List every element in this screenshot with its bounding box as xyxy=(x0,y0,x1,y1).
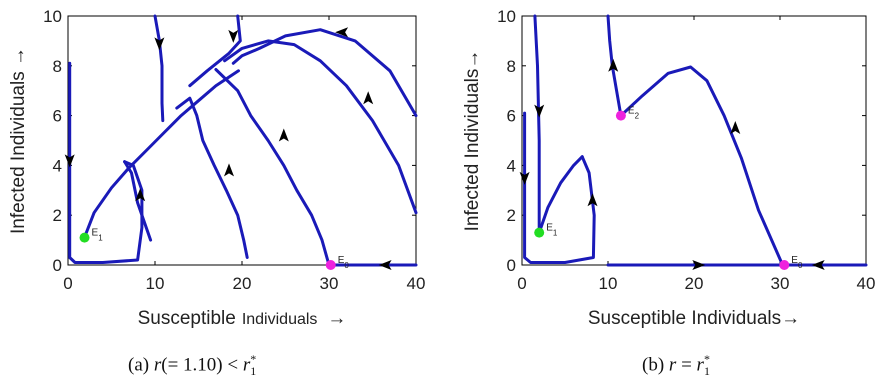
direction-arrow xyxy=(811,260,825,270)
equilibrium-point-E1 xyxy=(534,227,545,238)
direction-arrow xyxy=(224,163,234,177)
direction-arrow xyxy=(64,154,75,168)
x-tick-label: 10 xyxy=(146,274,165,293)
equilibrium-point-E0 xyxy=(325,260,336,270)
y-tick-label: 2 xyxy=(507,206,516,225)
trajectory-3 xyxy=(533,14,541,235)
x-axis-label-main: Susceptible Individuals→ xyxy=(588,308,800,329)
direction-arrow xyxy=(692,260,706,270)
caption-b-rhs-sup: * xyxy=(703,352,710,366)
direction-arrow xyxy=(730,121,741,134)
caption-a-mid: (= 1.10) < xyxy=(161,354,243,376)
direction-arrow xyxy=(363,91,374,105)
equilibrium-label-sub: 1 xyxy=(98,234,103,243)
caption-a-prefix: (a) xyxy=(128,354,154,376)
caption-a: (a) r(= 1.10) < r*1 xyxy=(128,352,256,379)
y-tick-label: 6 xyxy=(53,107,62,126)
direction-arrow xyxy=(534,104,545,118)
trajectory-2 xyxy=(537,155,584,235)
equilibrium-label: E0 xyxy=(338,255,350,270)
equilibrium-label: E1 xyxy=(546,223,558,238)
x-tick-label: 0 xyxy=(63,274,72,293)
direction-arrow xyxy=(335,27,349,38)
x-tick-label: 30 xyxy=(320,274,339,293)
equilibrium-label: E0 xyxy=(791,255,803,270)
caption-b-mid: = xyxy=(676,354,697,376)
trajectory-7 xyxy=(214,68,331,267)
trajectory-1 xyxy=(523,111,596,264)
y-tick-label: 6 xyxy=(507,107,516,126)
equilibrium-label-sub: 1 xyxy=(553,229,558,238)
direction-arrow xyxy=(278,128,289,142)
trajectory-4 xyxy=(188,14,242,88)
caption-a-rhs-sub: 1 xyxy=(250,364,257,379)
equilibrium-point-E0 xyxy=(779,260,790,270)
trajectory-3 xyxy=(153,14,165,123)
direction-arrow xyxy=(587,193,598,207)
y-tick-label: 2 xyxy=(53,206,62,225)
y-tick-label: 4 xyxy=(507,156,516,175)
caption-b-prefix: (b) xyxy=(642,354,669,376)
trajectory-9 xyxy=(231,28,418,118)
x-tick-label: 20 xyxy=(685,274,704,293)
direction-arrow xyxy=(228,29,239,43)
equilibrium-label: E2 xyxy=(628,106,640,121)
x-tick-label: 20 xyxy=(233,274,252,293)
plot-frame xyxy=(521,15,867,266)
direction-arrow xyxy=(154,37,165,51)
y-axis-label: Infected Individuals→ xyxy=(462,50,483,232)
x-axis-label: Susceptible Individuals → xyxy=(138,308,347,329)
x-axis-label-main: Susceptible xyxy=(138,308,236,329)
equilibrium-label: E1 xyxy=(92,228,104,243)
trajectory-8 xyxy=(223,39,418,215)
equilibrium-label-sub: 2 xyxy=(635,112,640,121)
equilibrium-point-E1 xyxy=(79,232,90,243)
x-axis-label-small: Individuals xyxy=(242,311,318,328)
y-tick-label: 8 xyxy=(53,57,62,76)
x-tick-label: 40 xyxy=(407,274,426,293)
y-axis-label: Infected Individuals → xyxy=(8,47,29,234)
trajectory-2 xyxy=(83,69,240,237)
x-tick-label: 0 xyxy=(517,274,526,293)
y-tick-label: 4 xyxy=(53,156,62,175)
x-tick-label: 40 xyxy=(857,274,876,293)
trajectory-5 xyxy=(123,160,153,242)
caption-a-rhs: r xyxy=(242,354,251,376)
caption-b-var: r xyxy=(668,354,677,376)
y-tick-label: 10 xyxy=(497,7,516,26)
caption-b-rhs-sub: 1 xyxy=(703,364,710,379)
trajectory-5 xyxy=(619,65,785,267)
x-tick-label: 10 xyxy=(599,274,618,293)
trajectory-1 xyxy=(68,61,144,264)
caption-a-rhs-sup: * xyxy=(250,352,257,366)
equilibrium-label-sub: 0 xyxy=(344,261,349,270)
direction-arrow xyxy=(378,260,392,270)
x-tick-label: 30 xyxy=(771,274,790,293)
caption-b-rhs: r xyxy=(696,354,704,376)
direction-arrow xyxy=(608,58,619,72)
caption-b: (b) r = r*1 xyxy=(642,352,710,379)
y-tick-label: 0 xyxy=(53,256,62,275)
equilibrium-point-E2 xyxy=(615,110,626,121)
x-axis-label-arrow: → xyxy=(327,308,346,329)
equilibrium-label-sub: 0 xyxy=(798,261,803,270)
y-tick-label: 10 xyxy=(43,7,62,26)
y-tick-label: 0 xyxy=(507,256,516,275)
y-tick-label: 8 xyxy=(507,57,516,76)
caption-a-var: r xyxy=(153,354,162,376)
trajectory-6 xyxy=(175,96,249,259)
x-axis-label: Susceptible Individuals→ xyxy=(588,308,800,329)
direction-arrow xyxy=(519,171,530,185)
direction-arrow xyxy=(135,188,146,202)
